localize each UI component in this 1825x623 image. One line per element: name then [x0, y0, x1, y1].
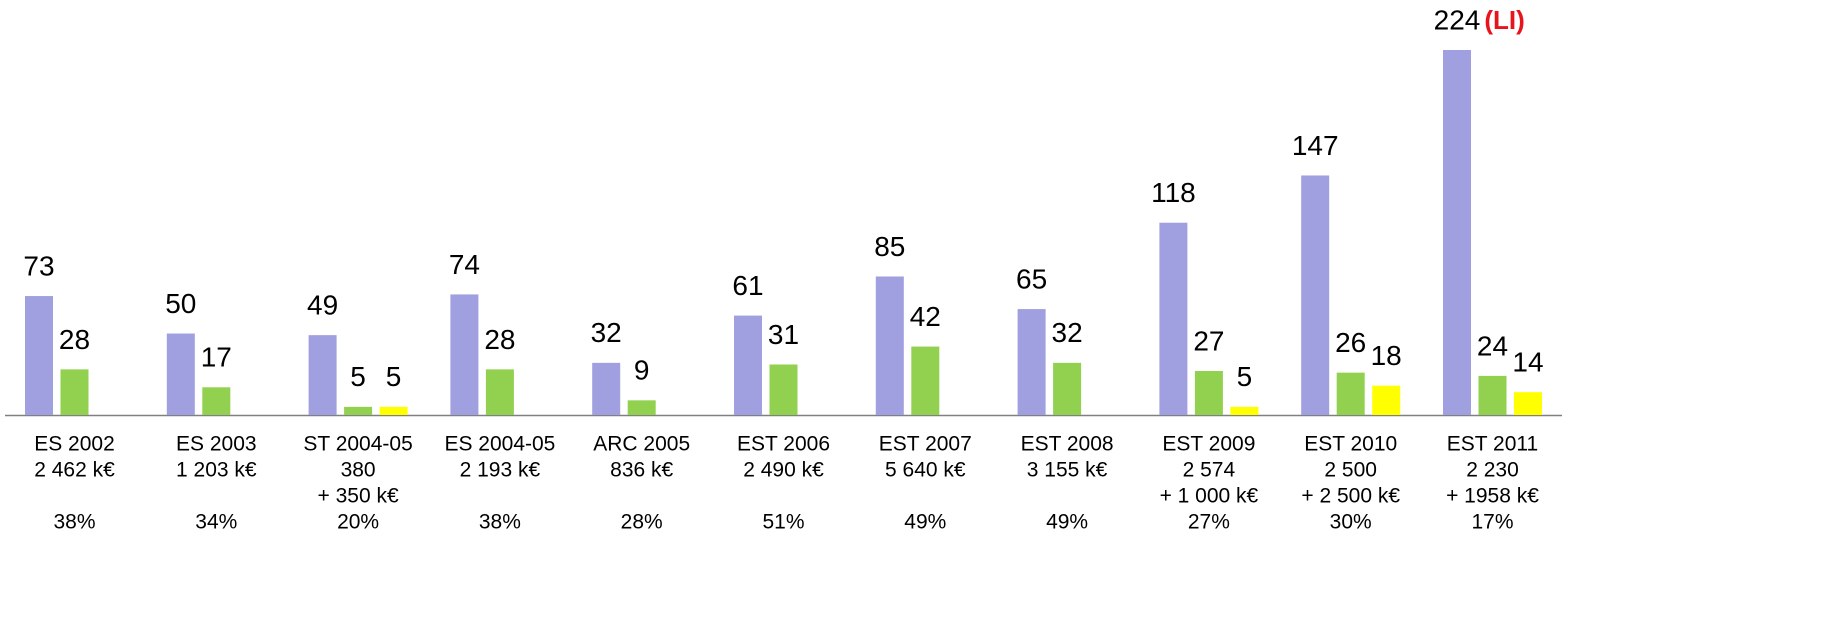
data-label: 5 — [386, 361, 402, 392]
bar — [734, 315, 762, 415]
data-label: 73 — [23, 250, 54, 281]
x-tick-label: ES 2002 — [34, 433, 115, 456]
x-tick-label: EST 2006 — [737, 433, 830, 456]
bar — [627, 400, 656, 415]
x-tick-label: ES 2003 — [176, 433, 257, 456]
bar — [769, 364, 798, 415]
data-label: 24 — [1477, 330, 1508, 361]
category-share: 51% — [762, 511, 804, 534]
x-tick-label: EST 2008 — [1021, 433, 1114, 456]
data-label: 28 — [484, 324, 515, 355]
bar — [592, 362, 621, 415]
bar — [485, 369, 514, 415]
x-tick-label: ES 2004-05 — [444, 433, 555, 456]
bar — [344, 406, 373, 415]
x-tick-label: EST 2009 — [1162, 433, 1255, 456]
data-label: 17 — [201, 342, 232, 373]
x-tick-label: + 1 000 k€ — [1160, 485, 1259, 508]
data-label: 61 — [732, 270, 763, 301]
data-label: 27 — [1193, 325, 1224, 356]
data-label: 85 — [874, 231, 905, 262]
data-label: 5 — [1237, 361, 1253, 392]
x-tick-label: 2 230 — [1466, 459, 1519, 482]
x-tick-label: ARC 2005 — [593, 433, 690, 456]
data-label: 14 — [1512, 347, 1543, 378]
x-tick-label: 2 500 — [1324, 459, 1377, 482]
x-tick-label: 2 462 k€ — [34, 459, 115, 482]
data-label: 31 — [768, 319, 799, 350]
bar — [308, 335, 337, 415]
x-tick-label: 2 490 k€ — [743, 459, 824, 482]
bar — [450, 294, 479, 415]
bar — [1372, 385, 1401, 415]
bar — [60, 369, 89, 415]
x-tick-label: EST 2011 — [1447, 433, 1538, 456]
x-tick-label: 380 — [341, 459, 376, 482]
data-label: 50 — [165, 288, 196, 319]
data-label: 147 — [1292, 130, 1339, 161]
category-share: 38% — [479, 511, 521, 534]
data-label: 65 — [1016, 263, 1047, 294]
data-label: 28 — [59, 324, 90, 355]
data-label: 118 — [1151, 177, 1196, 208]
x-tick-label: 5 640 k€ — [885, 459, 966, 482]
x-tick-label: EST 2007 — [879, 433, 972, 456]
x-tick-label: 1 203 k€ — [176, 459, 257, 482]
bar — [1230, 406, 1259, 415]
category-share: 17% — [1471, 511, 1513, 534]
bar — [1514, 392, 1542, 415]
bar — [1159, 222, 1188, 415]
data-label: 26 — [1335, 327, 1366, 358]
category-share: 49% — [904, 511, 946, 534]
x-tick-label: 2 574 — [1183, 459, 1236, 482]
data-label: 32 — [591, 317, 622, 348]
annotation: (LI) — [1484, 5, 1524, 35]
x-tick-label: 2 193 k€ — [460, 459, 541, 482]
x-tick-label: + 350 k€ — [318, 485, 399, 508]
bar — [875, 276, 904, 415]
bar — [1301, 175, 1330, 415]
x-tick-label: 3 155 k€ — [1027, 459, 1108, 482]
data-label: 49 — [307, 290, 338, 321]
bar — [202, 387, 231, 415]
category-share: 27% — [1188, 511, 1230, 534]
bar — [1017, 309, 1046, 415]
bar — [25, 296, 53, 415]
data-label: 224 — [1434, 4, 1481, 35]
category-share: 28% — [621, 511, 663, 534]
data-label: 18 — [1371, 340, 1402, 371]
x-tick-label: + 2 500 k€ — [1301, 485, 1400, 508]
bar — [166, 333, 195, 415]
data-label: 42 — [910, 301, 941, 332]
bar — [1336, 372, 1365, 415]
x-tick-label: 836 k€ — [610, 459, 673, 482]
category-share: 49% — [1046, 511, 1088, 534]
data-label: 74 — [449, 249, 480, 280]
bar — [1478, 375, 1507, 415]
bar — [911, 346, 940, 415]
x-tick-label: ST 2004-05 — [303, 433, 412, 456]
data-label: 9 — [634, 355, 650, 386]
x-tick-label: + 1958 k€ — [1446, 485, 1539, 508]
category-share: 34% — [195, 511, 237, 534]
category-share: 30% — [1330, 511, 1372, 534]
bar — [1443, 50, 1471, 415]
category-share: 38% — [53, 511, 95, 534]
x-tick-label: EST 2010 — [1304, 433, 1397, 456]
bar — [1194, 371, 1223, 415]
bar — [1053, 362, 1082, 415]
category-share: 20% — [337, 511, 379, 534]
bar — [379, 406, 408, 415]
data-label: 5 — [350, 361, 366, 392]
data-label: 32 — [1052, 317, 1083, 348]
